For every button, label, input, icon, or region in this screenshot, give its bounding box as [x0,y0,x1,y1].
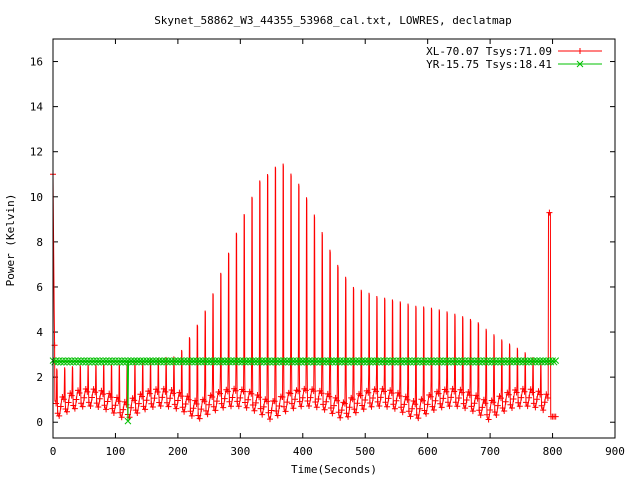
axis-ticks: 0 100 200 300 400 500 600 700 800 900 0 2 4 6 8 10 12 14 1… [30,39,625,458]
plot-area [49,163,560,425]
x-tick-label: 700 [480,445,500,458]
x-axis-label: Time(Seconds) [291,463,377,476]
legend-marker [577,48,583,54]
x-tick-label: 100 [106,445,126,458]
y-tick-label: 4 [36,326,43,339]
x-tick-label: 400 [293,445,313,458]
y-axis-label: Power (Kelvin) [4,194,17,287]
chart-title: Skynet_58862_W3_44355_53968_cal.txt, LOW… [154,14,512,27]
x-tick-label: 0 [50,445,57,458]
x-tick-label: 600 [418,445,438,458]
x-tick-label: 500 [355,445,375,458]
x-tick-label: 800 [543,445,563,458]
y-tick-label: 6 [36,281,43,294]
y-tick-label: 10 [30,191,43,204]
x-tick-label: 900 [605,445,625,458]
series-yr-outlier-line [126,361,130,422]
y-tick-label: 16 [30,56,43,69]
plot-frame [52,38,616,439]
y-tick-label: 8 [36,236,43,249]
y-tick-label: 2 [36,371,43,384]
series-xl-markers [50,171,559,423]
legend-label: XL-70.07 Tsys:71.09 [426,45,552,58]
y-tick-label: 12 [30,146,43,159]
legend-marker [576,60,584,68]
x-tick-label: 300 [230,445,250,458]
legend-label: YR-15.75 Tsys:18.41 [426,58,552,71]
y-tick-label: 14 [30,101,44,114]
y-tick-label: 0 [36,416,43,429]
x-tick-label: 200 [168,445,188,458]
